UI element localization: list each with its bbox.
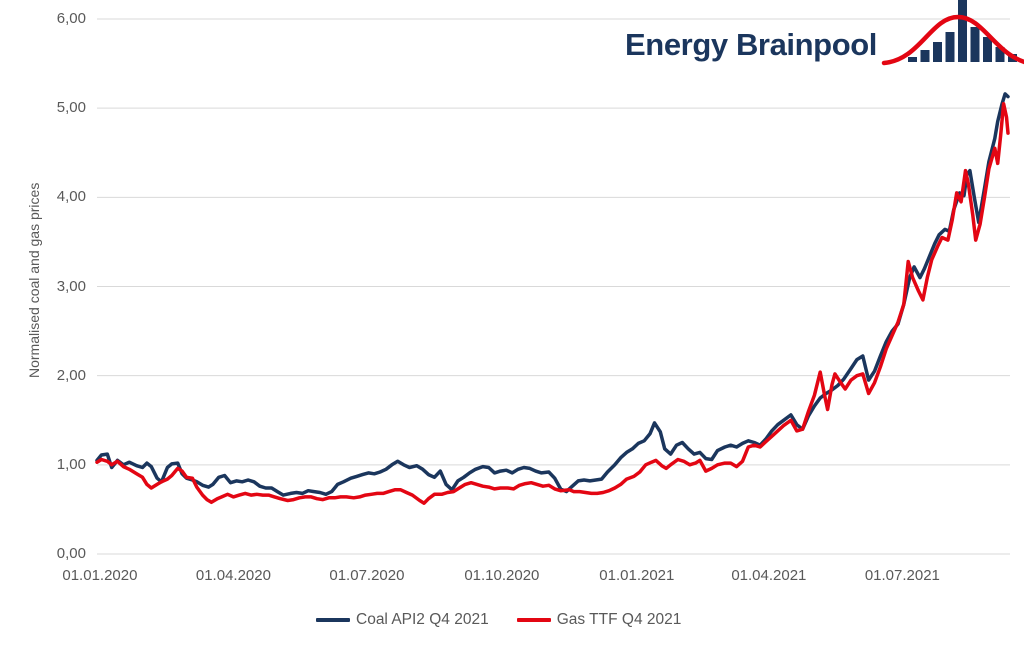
gridlines bbox=[97, 18, 1010, 555]
series-lines bbox=[95, 92, 1010, 505]
y-axis-label: 4,00 bbox=[56, 188, 86, 206]
y-axis-label: 5,00 bbox=[56, 99, 86, 117]
x-axis-label: 01.01.2020 bbox=[62, 567, 138, 584]
y-axis-label: 2,00 bbox=[56, 366, 86, 384]
y-axis-label: 1,00 bbox=[56, 455, 86, 473]
y-axis-label: 3,00 bbox=[56, 277, 86, 295]
legend-label-gas: Gas TTF Q4 2021 bbox=[556, 611, 682, 628]
brand-wordmark: Energy Brainpool bbox=[625, 27, 877, 62]
legend-item-coal: Coal API2 Q4 2021 bbox=[316, 611, 489, 629]
y-axis-title: Normalised coal and gas prices bbox=[26, 182, 42, 378]
coal-line-swatch bbox=[316, 617, 350, 623]
x-axis-label: 01.01.2021 bbox=[599, 567, 675, 584]
y-axis-label: 0,00 bbox=[56, 545, 86, 562]
x-axis-label: 01.10.2020 bbox=[464, 567, 540, 584]
chart-legend: Coal API2 Q4 2021 Gas TTF Q4 2021 bbox=[316, 611, 681, 629]
legend-label-coal: Coal API2 Q4 2021 bbox=[356, 611, 489, 628]
y-axis-label: 6,00 bbox=[56, 10, 86, 27]
x-axis-label: 01.04.2020 bbox=[195, 567, 271, 584]
brand-histogram-bell-curve-icon bbox=[881, 0, 1024, 66]
x-axis-label: 01.07.2020 bbox=[329, 567, 405, 584]
x-axis-label: 01.07.2021 bbox=[864, 567, 940, 584]
gas-line-swatch bbox=[516, 617, 551, 623]
legend-item-gas: Gas TTF Q4 2021 bbox=[516, 611, 682, 629]
x-axis-label: 01.04.2021 bbox=[731, 567, 807, 584]
